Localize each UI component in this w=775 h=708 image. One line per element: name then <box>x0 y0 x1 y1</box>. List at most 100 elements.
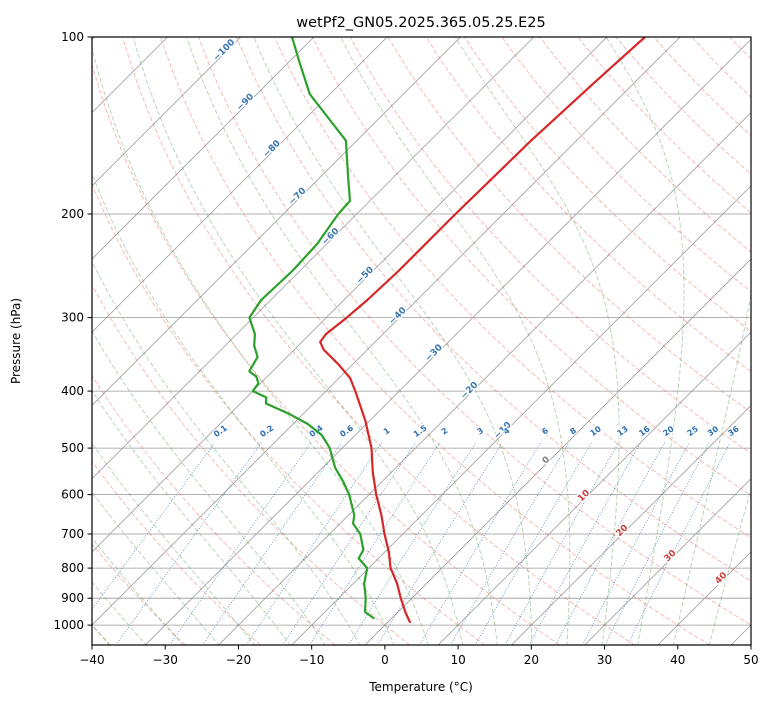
dry-adiabat-line <box>577 37 751 214</box>
dry-adiabat-line <box>463 37 751 332</box>
y-tick-label: 200 <box>61 207 84 221</box>
mixing-ratio-label: 13 <box>616 424 630 438</box>
mixing-ratio-line <box>202 442 342 645</box>
mixing-ratio-label: 36 <box>726 424 741 438</box>
x-tick-label: −10 <box>299 653 324 667</box>
isotherm-lines <box>92 37 751 645</box>
y-tick-label: 900 <box>61 591 84 605</box>
dry-adiabat-line <box>501 37 751 293</box>
mixing-ratio-line <box>450 442 570 645</box>
mixing-ratio-label: 8 <box>568 426 578 437</box>
moist-adiabat-line <box>340 37 571 645</box>
isotherm-line <box>437 331 751 645</box>
mixing-ratio-line <box>282 442 416 645</box>
mixing-ratio-line <box>92 442 216 611</box>
mixing-ratio-line <box>309 442 441 645</box>
moist-adiabat-line <box>92 172 395 645</box>
isotherm-line <box>92 37 461 406</box>
mixing-ratio-label: 0.2 <box>258 424 275 440</box>
dry-adiabat-line <box>236 37 751 582</box>
mixing-ratio-label: 25 <box>686 424 701 438</box>
mixing-ratio-label: 30 <box>706 424 721 438</box>
mixing-ratio-line <box>115 442 262 645</box>
x-axis-label: Temperature (°C) <box>368 680 473 694</box>
x-tick-label: 0 <box>381 653 389 667</box>
dry-adiabat-line <box>92 543 186 645</box>
mixing-ratio-line <box>504 442 619 645</box>
isotherm-label: 10 <box>576 488 592 504</box>
moist-adiabat-line <box>672 291 751 645</box>
isotherm-line <box>364 258 751 645</box>
isotherm-line <box>92 37 681 626</box>
y-tick-label: 400 <box>61 384 84 398</box>
mixing-ratio-label: 10 <box>589 424 604 438</box>
mixing-ratio-label: 0.6 <box>338 423 355 439</box>
dry-adiabat-line <box>311 37 751 496</box>
mixing-ratio-label: 0.1 <box>212 423 229 439</box>
moist-adiabat-line <box>186 37 498 645</box>
dry-adiabat-line <box>198 37 751 626</box>
dry-adiabat-line <box>122 37 635 645</box>
mixing-ratio-lines <box>92 442 731 645</box>
moist-adiabat-line <box>92 45 429 645</box>
mixing-ratio-line <box>376 442 503 645</box>
isotherm-line <box>145 38 751 645</box>
plot-border <box>91 36 752 646</box>
isotherm-label: 30 <box>663 548 679 564</box>
x-tick-label: 40 <box>670 653 685 667</box>
isotherm-label: −50 <box>355 265 376 286</box>
y-tick-label: 100 <box>61 30 84 44</box>
dry-adiabat-line <box>92 183 486 645</box>
y-tick-label: 700 <box>61 527 84 541</box>
dry-adiabat-line <box>92 283 411 645</box>
y-axis-label: Pressure (hPa) <box>9 298 23 384</box>
moist-adiabat-line <box>132 37 464 645</box>
axis-ticks <box>87 36 752 650</box>
chart-title: wetPf2_GN05.2025.365.05.25.E25 <box>296 15 545 31</box>
dry-adiabat-line <box>160 37 710 645</box>
isotherm-label: −80 <box>262 139 283 160</box>
isotherm-label: −70 <box>287 186 308 207</box>
y-tick-label: 1000 <box>53 618 84 632</box>
x-tick-label: 20 <box>524 653 539 667</box>
mixing-ratio-label: 1.5 <box>412 423 429 439</box>
isotherm-line <box>92 37 168 114</box>
moist-adiabat-line <box>92 442 256 645</box>
isotherm-line <box>218 112 751 645</box>
y-tick-label: 300 <box>61 311 84 325</box>
x-tick-label: 30 <box>597 653 612 667</box>
isotherm-label: −90 <box>235 92 256 113</box>
dewpoint-curve <box>248 37 375 620</box>
dry-adiabat-lines <box>92 37 751 645</box>
mixing-ratio-label: 16 <box>637 424 652 438</box>
mixing-ratio-line <box>528 442 641 645</box>
moist-adiabat-line <box>92 491 220 645</box>
moist-adiabat-lines <box>92 37 751 645</box>
moist-adiabat-line <box>605 37 685 645</box>
isotherm-line <box>92 37 388 333</box>
mixing-ratio-line <box>245 442 383 645</box>
isotherm-label: 20 <box>615 523 631 539</box>
isotherm-label: 40 <box>714 571 730 587</box>
isotherm-line <box>92 37 315 260</box>
moist-adiabat-line <box>454 37 620 645</box>
moist-adiabat-line <box>92 330 326 645</box>
isotherm-line <box>92 37 608 553</box>
dry-adiabat-line <box>92 62 560 645</box>
y-tick-label: 800 <box>61 561 84 575</box>
isotherm-line <box>92 37 534 480</box>
dry-adiabat-line <box>92 374 336 645</box>
x-tick-label: −30 <box>153 653 178 667</box>
dry-adiabat-line <box>273 37 751 539</box>
isotherm-label: −60 <box>320 226 341 247</box>
isotherm-label: −30 <box>424 343 445 364</box>
mixing-ratio-line <box>604 442 710 645</box>
moist-adiabat-line <box>253 37 533 645</box>
isotherm-line <box>511 404 751 645</box>
x-tick-label: 10 <box>450 653 465 667</box>
mixing-ratio-line <box>169 442 312 645</box>
isotherm-line <box>291 185 751 645</box>
mixing-ratio-line <box>348 442 477 645</box>
